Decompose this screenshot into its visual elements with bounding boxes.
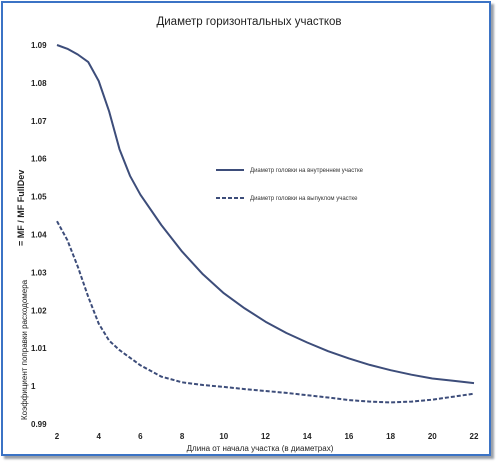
x-tick-label: 8	[180, 432, 185, 441]
y-tick-label: 1	[31, 382, 36, 391]
x-axis-label: Длина от начала участка (в диаметрах)	[186, 444, 334, 453]
x-tick-label: 20	[428, 432, 437, 441]
y-tick-label: 1.06	[31, 155, 47, 164]
x-tick-label: 4	[96, 432, 101, 441]
y-tick-label: 1.07	[31, 117, 47, 126]
y-tick-label: 1.04	[31, 231, 47, 240]
y-tick-label: 0.99	[31, 420, 47, 429]
y-tick-label: 1.02	[31, 306, 47, 315]
x-tick-label: 2	[55, 432, 60, 441]
x-tick-label: 14	[303, 432, 312, 441]
chart-frame	[1, 1, 491, 456]
x-tick-label: 10	[219, 432, 228, 441]
x-tick-label: 22	[470, 432, 479, 441]
y-tick-label: 1.03	[31, 268, 47, 277]
y-tick-label: 1.08	[31, 79, 47, 88]
x-tick-label: 18	[386, 432, 395, 441]
legend-entry: Диаметр головки на выпуклом участке	[250, 196, 358, 202]
y-tick-label: 1.05	[31, 193, 47, 202]
x-tick-label: 12	[261, 432, 270, 441]
series-line-inner	[56, 44, 475, 385]
x-tick-label: 16	[344, 432, 353, 441]
y-tick-label: 1.09	[31, 41, 47, 50]
x-tick-label: 6	[138, 432, 143, 441]
chart-title: Диаметр горизонтальных участков	[156, 16, 342, 28]
legend-entry: Диаметр головки на внутреннем участке	[250, 168, 364, 174]
y-tick-label: 1.01	[31, 344, 47, 353]
series-line-convex	[56, 220, 475, 404]
